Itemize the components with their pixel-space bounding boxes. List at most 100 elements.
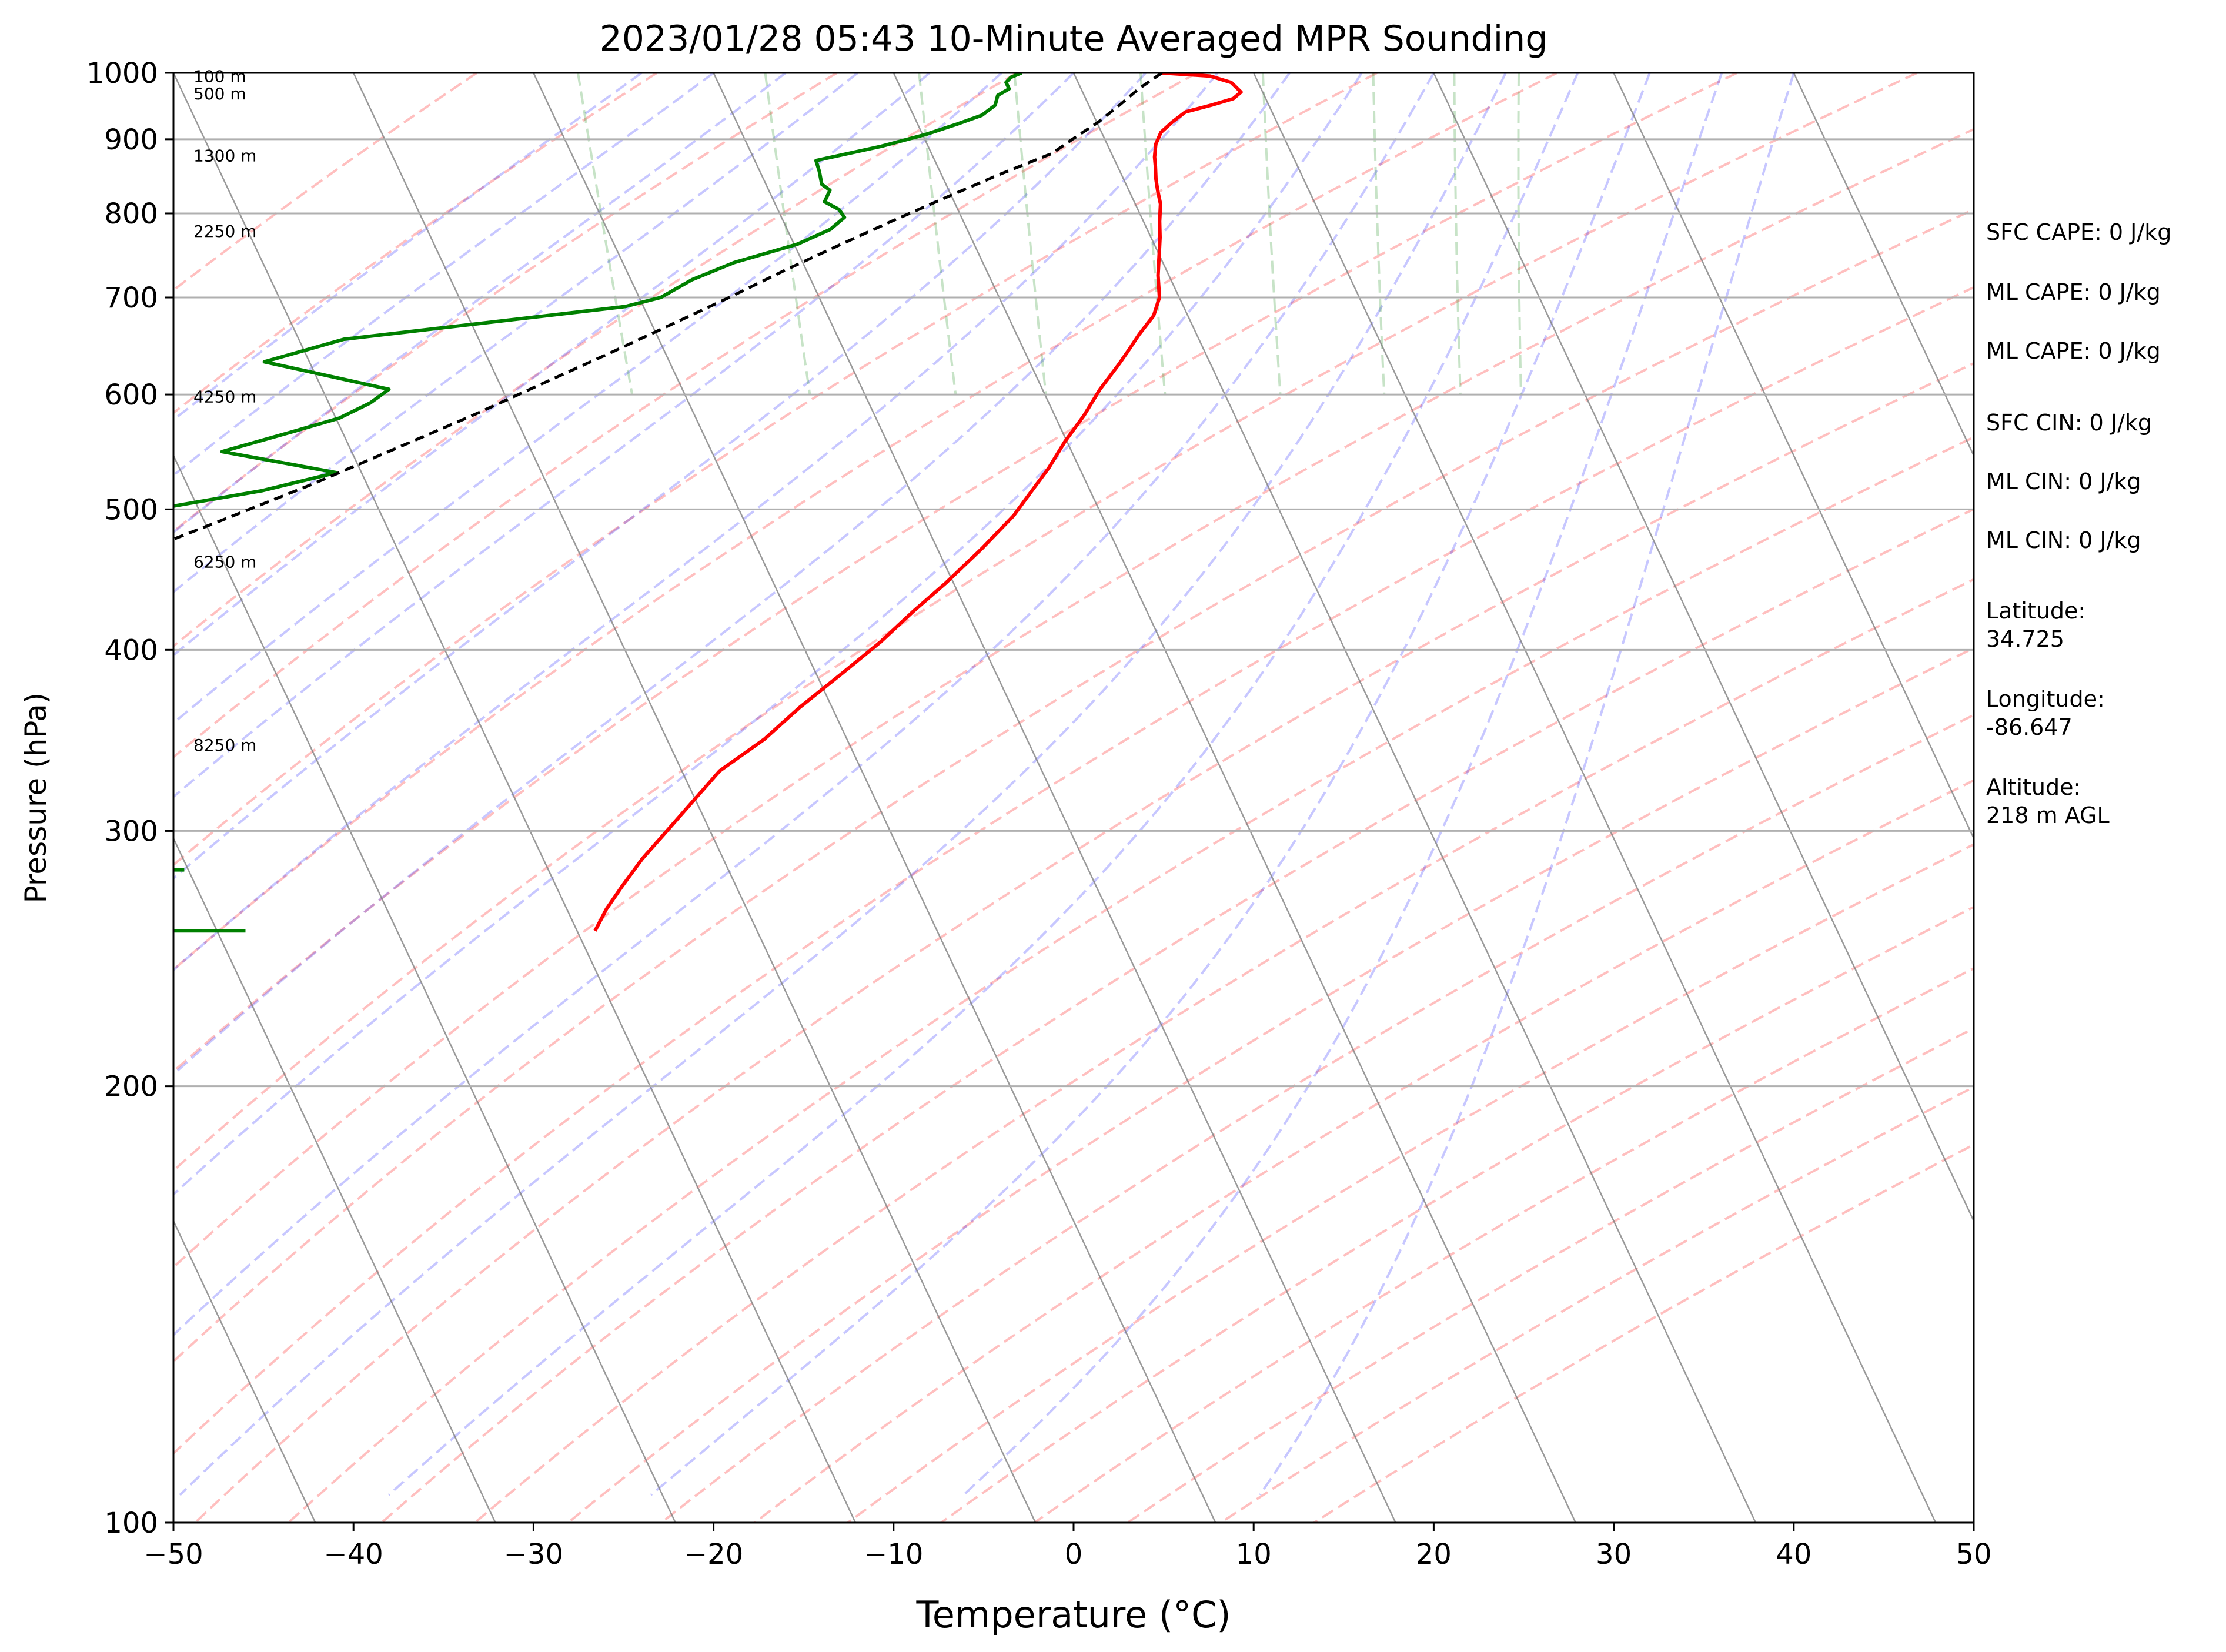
dry-adiabat: [474, 578, 1974, 1523]
x-tick-label: 40: [1776, 1538, 1811, 1571]
x-tick-label: −20: [684, 1538, 743, 1571]
moist-adiabat: [173, 73, 1075, 798]
height-label: 4250 m: [193, 387, 256, 407]
dry-adiabat: [173, 208, 1974, 1363]
mixing-ratio-line: [918, 73, 957, 395]
y-tick-label: 300: [104, 815, 158, 848]
mixing-ratio-line: [1517, 73, 1522, 395]
isotherm: [173, 454, 676, 1523]
isotherm: [1072, 73, 1757, 1523]
x-tick-label: −50: [143, 1538, 203, 1571]
isotherm: [893, 73, 1576, 1523]
mixing-ratio-line: [1453, 73, 1462, 395]
index-line: ML CIN: 0 J/kg: [1986, 527, 2141, 553]
dry-adiabat: [1220, 1085, 1974, 1523]
sounding-indices-panel: SFC CAPE: 0 J/kg ML CAPE: 0 J/kg ML CAPE: …: [1986, 219, 2171, 828]
dewpoint-trace: [173, 73, 1022, 508]
moist-adiabat: [173, 73, 787, 534]
isotherm: [173, 1219, 316, 1523]
x-tick-label: −30: [504, 1538, 563, 1571]
index-value: 218 m AGL: [1986, 802, 2110, 828]
isotherm: [1253, 73, 1937, 1523]
moist-adiabat: [173, 73, 931, 657]
y-tick-label: 100: [104, 1507, 158, 1540]
dry-adiabat: [173, 286, 1974, 1455]
dry-adiabat: [1127, 1026, 1974, 1523]
moist-adiabat: [1259, 73, 1795, 1496]
index-line: Longitude:: [1986, 686, 2105, 712]
mixing-ratio-line: [1372, 73, 1386, 395]
mixing-ratio-line: [764, 73, 811, 395]
isotherm: [173, 836, 496, 1523]
y-tick-label: 500: [104, 493, 158, 526]
parcel-trace: [173, 73, 1163, 541]
dry-adiabat: [940, 905, 1974, 1523]
moist-adiabat: [173, 73, 1435, 1337]
moist-adiabat: [173, 73, 643, 422]
moist-adiabat: [173, 73, 714, 477]
moist-adiabat: [962, 73, 1723, 1496]
height-label: 8250 m: [193, 735, 256, 755]
dry-adiabat: [567, 647, 1974, 1523]
height-label: 2250 m: [193, 222, 256, 241]
y-tick-label: 600: [104, 379, 158, 412]
dry-adiabat: [660, 714, 1974, 1523]
y-tick-label: 700: [104, 282, 158, 315]
dry-adiabat: [194, 362, 1974, 1523]
isotherm: [533, 73, 1216, 1523]
background-grid: [173, 73, 1974, 1523]
dry-adiabat: [380, 507, 1974, 1523]
index-line: Latitude:: [1986, 598, 2085, 624]
index-line: ML CAPE: 0 J/kg: [1986, 338, 2161, 364]
dry-adiabat: [173, 73, 838, 533]
dry-adiabat: [173, 128, 1974, 1269]
y-tick-label: 200: [104, 1071, 158, 1103]
moist-adiabat: [173, 73, 858, 594]
y-tick-label: 800: [104, 198, 158, 230]
index-line: SFC CAPE: 0 J/kg: [1986, 219, 2171, 245]
isotherm: [1433, 73, 1974, 1223]
x-tick-label: 10: [1236, 1538, 1272, 1571]
x-tick-label: −10: [864, 1538, 923, 1571]
x-tick-label: 50: [1956, 1538, 1991, 1571]
moist-adiabat: [173, 73, 1147, 880]
moist-adiabat: [179, 73, 1507, 1496]
isotherm: [1793, 73, 1974, 457]
moist-adiabat: [173, 73, 1219, 972]
x-tick-label: −40: [324, 1538, 383, 1571]
y-axis-label: Pressure (hPa): [19, 693, 53, 904]
mixing-ratio-line: [1139, 73, 1167, 395]
height-label: 100 m: [193, 66, 246, 86]
isotherm: [1613, 73, 1974, 840]
moist-adiabat: [650, 73, 1651, 1496]
x-tick-label: 20: [1416, 1538, 1452, 1571]
index-value: 34.725: [1986, 626, 2064, 652]
x-axis-label: Temperature (°C): [915, 1593, 1231, 1636]
index-value: -86.647: [1986, 714, 2073, 740]
y-tick-label: 900: [104, 123, 158, 156]
sounding-traces: [173, 73, 1243, 933]
chart-title: 2023/01/28 05:43 10-Minute Averaged MPR …: [600, 18, 1548, 59]
height-label: 500 m: [193, 84, 246, 103]
moist-adiabat: [387, 73, 1579, 1496]
index-line: ML CIN: 0 J/kg: [1986, 469, 2141, 494]
mixing-ratio-line: [1261, 73, 1282, 395]
dry-adiabat: [173, 73, 1198, 759]
y-tick-label: 400: [104, 634, 158, 667]
height-label: 6250 m: [193, 553, 256, 572]
temperature-trace: [593, 73, 1243, 932]
index-line: Altitude:: [1986, 774, 2081, 800]
dry-adiabat: [173, 73, 1558, 971]
mixing-ratio-line: [577, 73, 634, 395]
moist-adiabat: [173, 73, 1363, 1196]
isotherm: [173, 73, 857, 1523]
dry-adiabat: [1313, 1143, 1974, 1523]
mixing-ratio-line: [1013, 73, 1047, 395]
x-tick-label: 0: [1065, 1538, 1083, 1571]
height-label: 1300 m: [193, 146, 256, 166]
y-tick-label: 1000: [86, 57, 158, 90]
x-tick-label: 30: [1596, 1538, 1632, 1571]
dry-adiabat: [173, 73, 1378, 867]
dry-adiabat: [173, 73, 1018, 648]
